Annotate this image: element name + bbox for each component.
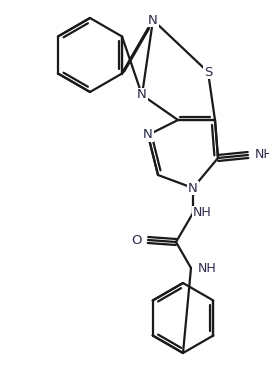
Text: N: N [143,129,153,141]
Text: N: N [137,88,147,102]
Text: O: O [132,234,142,246]
Text: N: N [188,182,198,195]
Text: NH: NH [193,207,212,219]
Text: S: S [204,66,212,78]
Text: NH: NH [198,261,217,274]
Text: NH: NH [255,148,269,162]
Text: N: N [148,13,158,27]
